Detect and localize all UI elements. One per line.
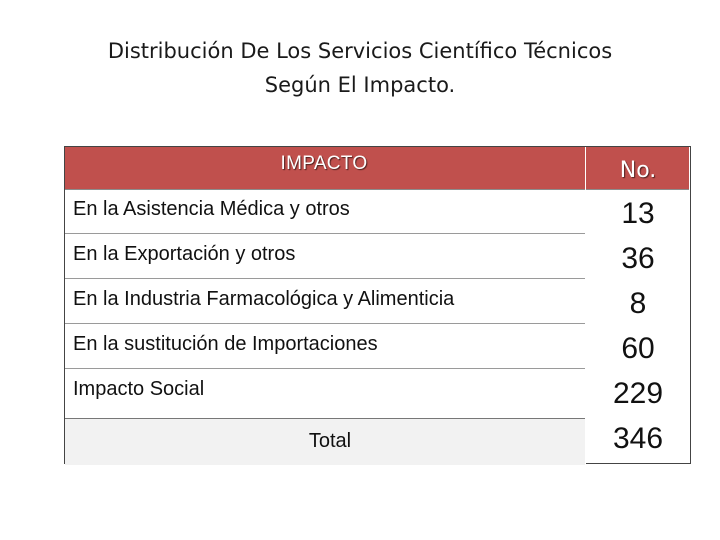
row-value: 13: [621, 197, 655, 230]
title-line-1: Distribución De Los Servicios Científico…: [107, 39, 613, 63]
table-header: IMPACTO No.: [65, 147, 689, 190]
impact-table: IMPACTO No. En la Asistencia Médica y ot…: [64, 146, 691, 465]
title-line-2: Según El Impacto.: [264, 73, 456, 97]
row-value: 36: [621, 242, 655, 275]
row-value: 60: [621, 332, 655, 365]
row-label: En la Industria Farmacológica y Alimenti…: [73, 288, 455, 310]
header-separator: [585, 147, 586, 189]
table-row: En la Asistencia Médica y otros: [65, 189, 585, 234]
header-impacto: IMPACTO: [280, 153, 368, 174]
table-row: En la sustitución de Importaciones: [65, 324, 585, 369]
value-column-separator: [585, 189, 586, 464]
total-label: Total: [308, 430, 352, 452]
table-row: En la Industria Farmacológica y Alimenti…: [65, 279, 585, 324]
total-row: Total: [65, 418, 585, 465]
row-label: En la sustitución de Importaciones: [73, 333, 378, 355]
row-label: En la Exportación y otros: [73, 243, 296, 265]
table-row: En la Exportación y otros: [65, 234, 585, 279]
row-value: 229: [612, 377, 664, 410]
total-value: 346: [612, 422, 664, 455]
slide-title: Distribución De Los Servicios Científico…: [0, 34, 720, 102]
row-value: 8: [629, 287, 647, 320]
table-row: Impacto Social: [65, 369, 585, 414]
row-label: Impacto Social: [73, 378, 205, 400]
header-no: No.: [619, 158, 657, 183]
row-label: En la Asistencia Médica y otros: [73, 198, 350, 220]
